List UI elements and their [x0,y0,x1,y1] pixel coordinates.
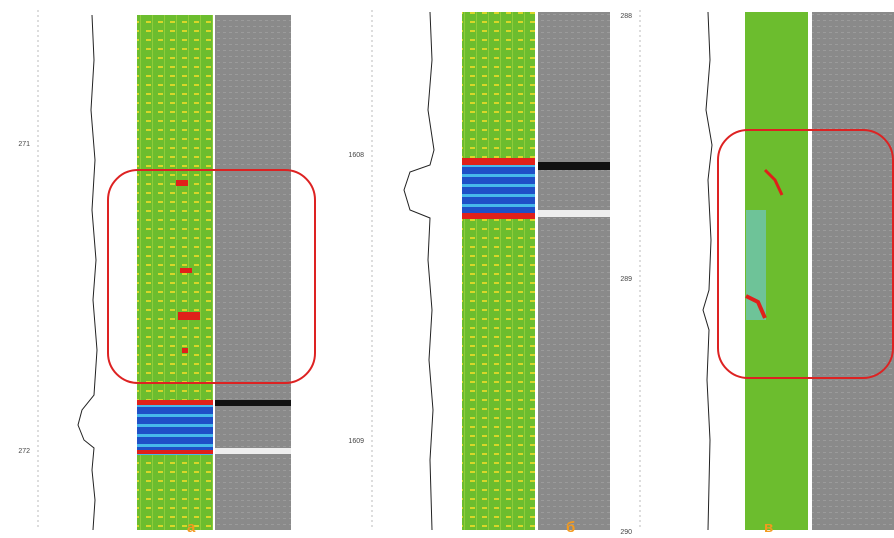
collar-edge [538,162,610,170]
log-curve [703,12,712,530]
defect [180,268,192,273]
log-curve [404,12,434,530]
defect [176,180,188,186]
depth-label: 288 [620,13,632,20]
panel-letter: а [187,519,196,536]
depth-label: 289 [620,276,632,283]
panel-b: 1608 1609 б [348,10,610,536]
panel-letter: в [764,519,773,536]
defect [178,312,200,320]
page: {"panels": [ {"letter": "а", "depths": [… [0,0,894,538]
depth-label: 271 [18,141,30,148]
log-figure: 271 272 а 1608 1609 б 288 289 290 [0,0,894,538]
panel-a: 271 272 а [18,10,315,536]
depth-label: 290 [620,529,632,536]
depth-label: 272 [18,448,30,455]
depth-label: 1608 [348,152,364,159]
log-curve [78,15,97,530]
defect [182,348,188,353]
collar-edge [462,158,535,165]
acoustic-image [538,12,610,530]
depth-label: 1609 [348,438,364,445]
acoustic-image [812,12,894,530]
collar-zone [462,165,535,215]
corrosion [746,210,766,320]
collar-edge [137,400,213,405]
panel-letter: б [566,519,575,536]
panel-c: 288 289 290 в [620,10,894,536]
amplitude-image [462,12,535,530]
collar-edge [215,448,291,454]
collar-edge [215,400,291,406]
collar-zone [137,400,213,455]
collar-edge [462,213,535,219]
collar-edge [137,450,213,454]
collar-edge [538,210,610,217]
